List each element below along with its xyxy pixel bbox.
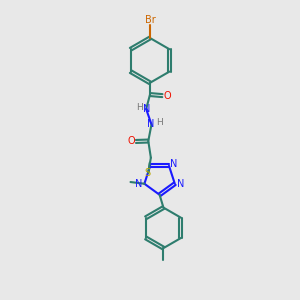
Text: O: O [163, 91, 171, 100]
Text: N: N [135, 179, 142, 189]
Text: S: S [145, 168, 151, 178]
Text: H: H [156, 118, 163, 127]
Text: Br: Br [145, 15, 155, 25]
Text: H: H [136, 103, 143, 112]
Text: O: O [128, 136, 135, 146]
Text: N: N [147, 119, 155, 129]
Text: N: N [143, 104, 150, 114]
Text: N: N [177, 179, 184, 189]
Text: N: N [170, 159, 177, 169]
